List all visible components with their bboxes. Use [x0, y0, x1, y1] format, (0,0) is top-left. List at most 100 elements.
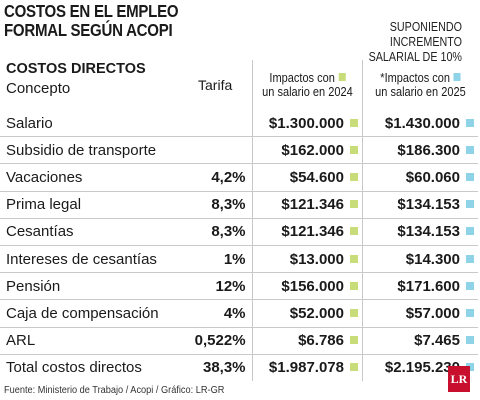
table-row: Intereses de cesantías 1% $13.000 $14.300 [0, 245, 478, 274]
assumption-note: SUPONIENDO INCREMENTO SALARIAL DE 10% [316, 20, 462, 65]
table-row: Salario $1.300.000 $1.430.000 [0, 110, 478, 138]
marker-2025-icon [466, 281, 474, 290]
row-concept: Pensión [0, 272, 179, 301]
marker-2025-icon [466, 172, 474, 181]
marker-2025-icon [466, 200, 474, 209]
marker-2024-icon [349, 254, 358, 263]
infographic-title: COSTOS EN EL EMPLEO FORMAL SEGÚN ACOPI [4, 2, 202, 40]
section-header: COSTOS DIRECTOS [6, 61, 146, 77]
column-2025-header: *Impactos con un salario en 2025 [362, 60, 478, 110]
row-value-2024: $6.786 [252, 327, 363, 355]
table-row: Vacaciones 4,2% $54.600 $60.060 [0, 163, 478, 192]
marker-2024-icon [349, 145, 358, 154]
value-2024: $162.000 [281, 141, 344, 159]
row-value-2024: $52.000 [252, 299, 363, 328]
row-concept: Intereses de cesantías [0, 245, 179, 274]
table-row: Caja de compensación 4% $52.000 $57.000 [0, 299, 478, 328]
value-2024: $52.000 [289, 304, 344, 322]
row-rate: 12% [178, 272, 253, 301]
row-value-2024: $162.000 [252, 136, 363, 165]
value-2025: $57.000 [405, 304, 460, 322]
row-value-2025: $60.060 [362, 163, 478, 192]
column-2024-header-line-2: un salario en 2024 [261, 85, 353, 99]
marker-2024-icon [349, 363, 358, 372]
marker-2025-icon [453, 73, 461, 81]
row-value-2025: $14.300 [362, 245, 478, 274]
marker-2025-icon [466, 308, 474, 317]
marker-2024-icon [349, 172, 358, 181]
value-2024: $13.000 [289, 250, 344, 268]
row-value-2025: $171.600 [362, 272, 478, 301]
row-rate: 8,3% [178, 218, 253, 246]
column-2025-header-line-2: un salario en 2025 [375, 85, 466, 99]
concept-header-cell: COSTOS DIRECTOS Concepto [0, 60, 179, 110]
value-2024: $156.000 [281, 277, 344, 295]
row-value-2025: $186.300 [362, 136, 478, 165]
row-value-2025: $2.195.230 [362, 354, 478, 381]
row-rate: 38,3% [178, 354, 253, 381]
table-row: Pensión 12% $156.000 $171.600 [0, 272, 478, 301]
title-line-1: COSTOS EN EL EMPLEO [4, 1, 179, 21]
table-row: Total costos directos 38,3% $1.987.078 $2.1… [0, 354, 478, 381]
rate-header: Tarifa [178, 60, 253, 110]
table-row: Cesantías 8,3% $121.346 $134.153 [0, 218, 478, 246]
marker-2025-icon [466, 227, 474, 236]
row-concept: Salario [0, 110, 179, 138]
row-rate: 0,522% [178, 327, 253, 355]
value-2025: $134.153 [397, 223, 460, 241]
lr-logo: LR [448, 366, 470, 392]
value-2025: $14.300 [405, 250, 460, 268]
row-value-2024: $1.300.000 [252, 110, 363, 138]
row-value-2025: $134.153 [362, 218, 478, 246]
marker-2024-icon [338, 73, 346, 81]
marker-2025-icon [466, 363, 474, 372]
value-2025: $60.060 [405, 168, 460, 186]
column-2025-header-line-1: *Impactos con [380, 71, 451, 85]
table-row: ARL 0,522% $6.786 $7.465 [0, 327, 478, 355]
row-value-2024: $13.000 [252, 245, 363, 274]
row-concept: Prima legal [0, 191, 179, 219]
row-value-2025: $134.153 [362, 191, 478, 219]
row-rate: 4,2% [178, 163, 253, 192]
marker-2025-icon [466, 254, 474, 263]
table-row: Prima legal 8,3% $121.346 $134.153 [0, 191, 478, 219]
value-2024: $6.786 [298, 332, 344, 350]
concept-header: Concepto [6, 80, 71, 97]
row-rate: 1% [178, 245, 253, 274]
table-row: Subsidio de transporte $162.000 $186.300 [0, 136, 478, 165]
row-concept: Cesantías [0, 218, 179, 246]
value-2024: $121.346 [281, 223, 344, 241]
marker-2024-icon [349, 308, 358, 317]
value-2024: $1.300.000 [268, 114, 344, 132]
row-value-2024: $121.346 [252, 218, 363, 246]
row-value-2025: $1.430.000 [362, 110, 478, 138]
row-rate [178, 110, 253, 138]
row-value-2025: $57.000 [362, 299, 478, 328]
row-value-2025: $7.465 [362, 327, 478, 355]
marker-2025-icon [466, 145, 474, 154]
marker-2024-icon [349, 227, 358, 236]
row-concept: Subsidio de transporte [0, 136, 179, 165]
column-2024-header: Impactos con un salario en 2024 [252, 60, 363, 110]
value-2025: $171.600 [397, 277, 460, 295]
marker-2024-icon [349, 118, 358, 127]
marker-2024-icon [349, 336, 358, 345]
row-value-2024: $156.000 [252, 272, 363, 301]
table-header-row: COSTOS DIRECTOS Concepto Tarifa Impactos… [0, 60, 478, 110]
value-2025: $7.465 [414, 332, 460, 350]
marker-2025-icon [466, 118, 474, 127]
row-value-2024: $121.346 [252, 191, 363, 219]
table-body: Salario $1.300.000 $1.430.000 Subsidio de t… [0, 110, 478, 381]
row-rate [178, 136, 253, 165]
assumption-line-2: SALARIAL DE 10% [368, 50, 462, 64]
costs-table: COSTOS DIRECTOS Concepto Tarifa Impactos… [0, 60, 478, 381]
value-2025: $134.153 [397, 196, 460, 214]
value-2025: $1.430.000 [384, 114, 460, 132]
assumption-line-1: SUPONIENDO INCREMENTO [389, 20, 462, 49]
value-2025: $2.195.230 [384, 359, 460, 377]
row-concept: ARL [0, 327, 179, 355]
row-value-2024: $1.987.078 [252, 354, 363, 381]
row-value-2024: $54.600 [252, 163, 363, 192]
row-concept: Vacaciones [0, 163, 179, 192]
value-2025: $186.300 [397, 141, 460, 159]
